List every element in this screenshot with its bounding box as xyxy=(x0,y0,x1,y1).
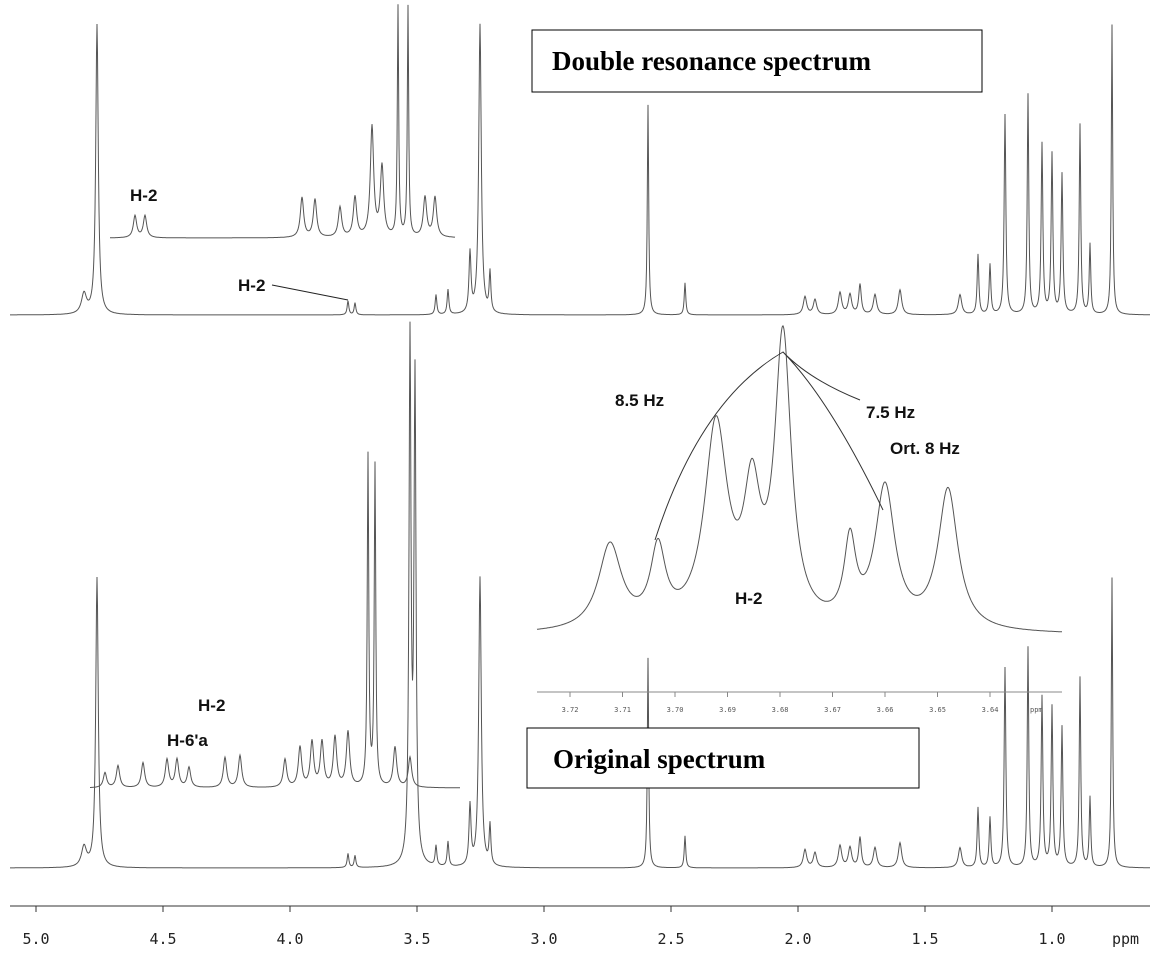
inset-tick-label: 3.71 xyxy=(614,706,631,714)
title-box xyxy=(531,29,983,93)
coupling-label: 8.5 Hz xyxy=(615,391,664,410)
x-tick-label: 4.5 xyxy=(149,930,176,948)
inset-tick-label: 3.69 xyxy=(719,706,736,714)
coupling-arcs xyxy=(654,351,884,541)
inset-tick-label: 3.64 xyxy=(982,706,999,714)
peak-label: H-2 xyxy=(238,276,265,295)
spectra xyxy=(10,4,1150,869)
peak-label: H-2 xyxy=(198,696,225,715)
spectrum-trace xyxy=(10,321,1150,869)
spectrum-trace xyxy=(10,23,1150,316)
spectrum-trace xyxy=(90,451,460,789)
x-tick-label: 5.0 xyxy=(22,930,49,948)
inset-tick-label: 3.65 xyxy=(929,706,946,714)
coupling-label: Ort. 8 Hz xyxy=(890,439,960,458)
peak-label: H-6'a xyxy=(167,731,208,750)
x-tick-label: 3.0 xyxy=(530,930,557,948)
x-tick-label: 4.0 xyxy=(276,930,303,948)
peak-label: H-2 xyxy=(735,589,762,608)
inset-tick-label: 3.66 xyxy=(877,706,894,714)
inset-tick-label: 3.67 xyxy=(824,706,841,714)
inset-tick-label: 3.72 xyxy=(562,706,579,714)
x-tick-label: 2.0 xyxy=(784,930,811,948)
original-title: Original spectrum xyxy=(553,744,766,774)
inset-axis-unit: ppm xyxy=(1030,706,1043,714)
spectrum-trace xyxy=(536,325,1062,633)
leader-line xyxy=(271,284,349,301)
inset-tick-label: 3.68 xyxy=(772,706,789,714)
x-tick-label: 2.5 xyxy=(657,930,684,948)
inset-tick-label: 3.70 xyxy=(667,706,684,714)
x-tick-label: 3.5 xyxy=(403,930,430,948)
peak-label: H-2 xyxy=(130,186,157,205)
double-resonance-title: Double resonance spectrum xyxy=(552,46,871,76)
x-tick-label: 1.5 xyxy=(911,930,938,948)
x-tick-label: 1.0 xyxy=(1038,930,1065,948)
spectrum-trace xyxy=(110,4,456,239)
coupling-label: 7.5 Hz xyxy=(866,403,915,422)
axis-unit: ppm xyxy=(1112,930,1139,948)
title-box xyxy=(526,727,920,789)
